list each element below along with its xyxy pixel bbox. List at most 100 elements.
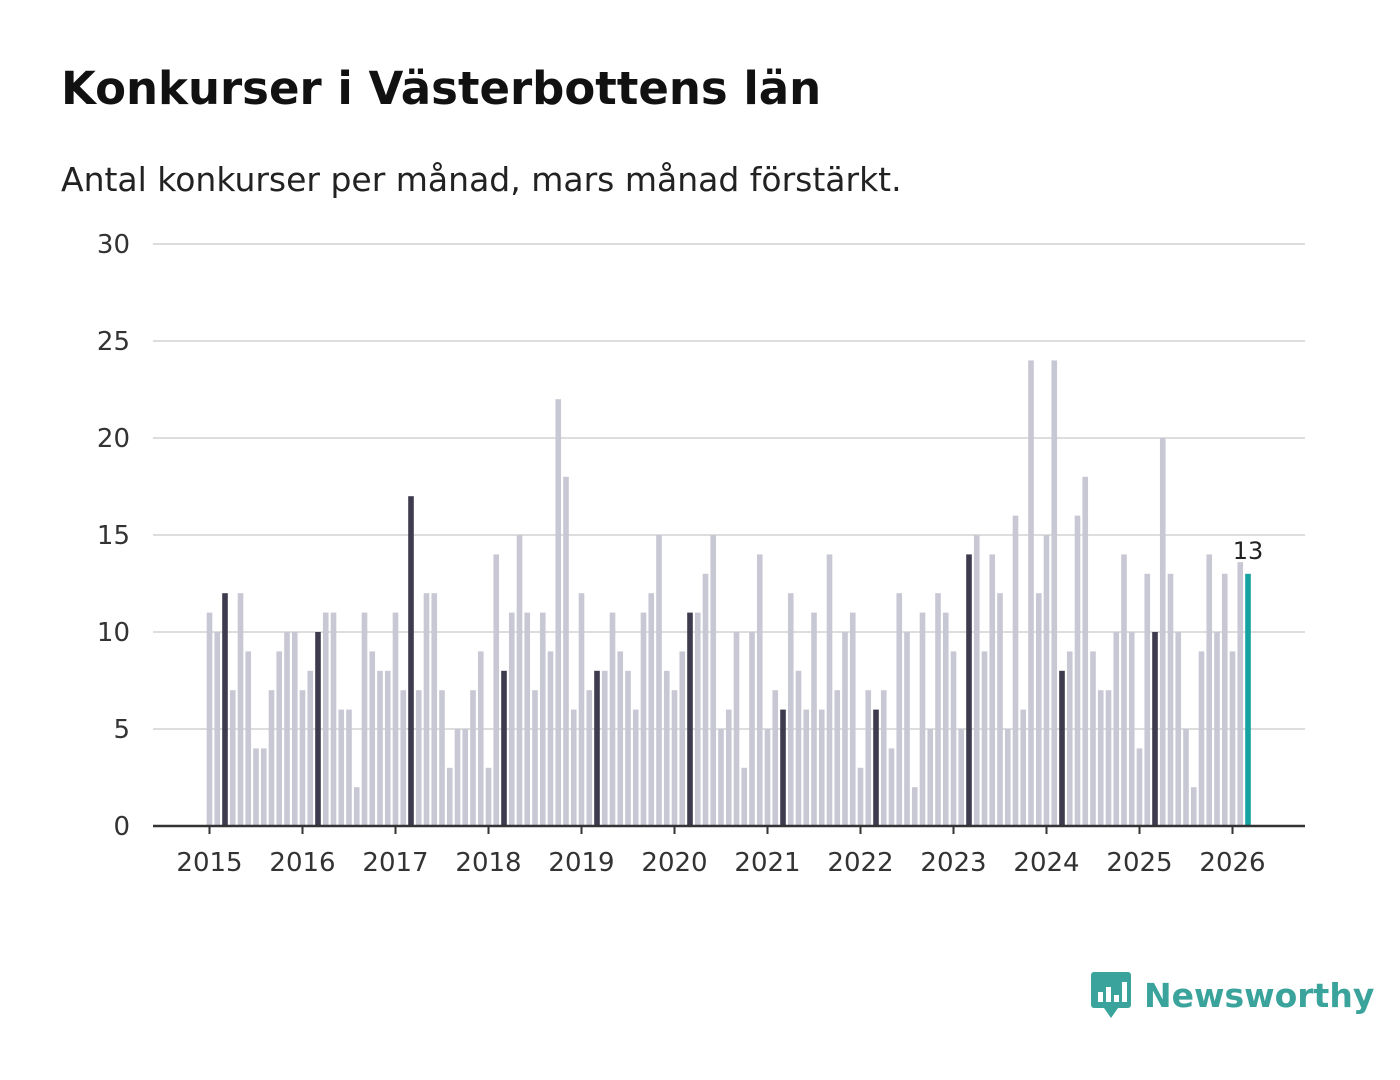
- bar[interactable]: [1121, 554, 1127, 826]
- brand-logo[interactable]: Newsworthy: [1090, 970, 1374, 1020]
- bar[interactable]: [842, 632, 848, 826]
- bar[interactable]: [601, 670, 608, 826]
- bar[interactable]: [477, 651, 484, 826]
- bar[interactable]: [524, 612, 531, 826]
- bar[interactable]: [400, 690, 407, 826]
- bar[interactable]: [284, 632, 290, 826]
- bar[interactable]: [694, 612, 701, 826]
- bar[interactable]: [1152, 632, 1158, 826]
- bar[interactable]: [493, 554, 500, 826]
- bar[interactable]: [663, 670, 670, 826]
- bar[interactable]: [725, 709, 732, 826]
- bar[interactable]: [547, 651, 554, 826]
- bar[interactable]: [795, 670, 802, 826]
- bar[interactable]: [1245, 573, 1251, 826]
- bar[interactable]: [253, 748, 259, 826]
- bar[interactable]: [702, 573, 709, 826]
- bar[interactable]: [1090, 651, 1096, 826]
- bar[interactable]: [237, 593, 244, 826]
- bar[interactable]: [710, 535, 717, 826]
- bar[interactable]: [1004, 729, 1011, 826]
- bar[interactable]: [454, 729, 461, 826]
- bar[interactable]: [834, 690, 841, 826]
- bar[interactable]: [896, 593, 903, 826]
- bar[interactable]: [1206, 554, 1213, 826]
- bar[interactable]: [563, 476, 569, 826]
- bar[interactable]: [1074, 515, 1081, 826]
- bar[interactable]: [431, 593, 438, 826]
- bar[interactable]: [1113, 632, 1120, 826]
- bar[interactable]: [315, 632, 321, 826]
- bar[interactable]: [260, 748, 267, 826]
- bar[interactable]: [446, 767, 453, 826]
- bar[interactable]: [1035, 593, 1042, 826]
- bar[interactable]: [718, 729, 724, 826]
- bar[interactable]: [950, 651, 957, 826]
- bar[interactable]: [415, 690, 422, 826]
- bar[interactable]: [880, 690, 887, 826]
- bar[interactable]: [1028, 360, 1034, 826]
- bar[interactable]: [291, 632, 298, 826]
- bar[interactable]: [1105, 690, 1112, 826]
- bar[interactable]: [1082, 476, 1089, 826]
- bar[interactable]: [1128, 632, 1135, 826]
- bar[interactable]: [865, 690, 872, 826]
- bar[interactable]: [749, 632, 755, 826]
- bar[interactable]: [594, 670, 600, 826]
- bar[interactable]: [803, 709, 810, 826]
- bar[interactable]: [888, 748, 895, 826]
- bar[interactable]: [966, 554, 972, 826]
- bar[interactable]: [353, 787, 360, 826]
- bar[interactable]: [369, 651, 376, 826]
- bar[interactable]: [764, 729, 771, 826]
- bar[interactable]: [1159, 438, 1166, 826]
- bar[interactable]: [1097, 690, 1104, 826]
- bar[interactable]: [229, 690, 236, 826]
- bar[interactable]: [687, 612, 693, 826]
- bar[interactable]: [1043, 535, 1050, 826]
- bar[interactable]: [656, 535, 662, 826]
- bar[interactable]: [206, 612, 213, 826]
- bar[interactable]: [981, 651, 988, 826]
- bar[interactable]: [578, 593, 585, 826]
- bar[interactable]: [268, 690, 275, 826]
- bar[interactable]: [1051, 360, 1058, 826]
- bar[interactable]: [1020, 709, 1027, 826]
- bar[interactable]: [811, 612, 817, 826]
- bar[interactable]: [648, 593, 655, 826]
- bar[interactable]: [532, 690, 538, 826]
- bar[interactable]: [555, 399, 562, 826]
- bar[interactable]: [470, 690, 476, 826]
- bar[interactable]: [245, 651, 252, 826]
- bar[interactable]: [377, 670, 383, 826]
- bar[interactable]: [857, 767, 864, 826]
- bar[interactable]: [222, 593, 228, 826]
- bar[interactable]: [1190, 787, 1197, 826]
- bar[interactable]: [1175, 632, 1182, 826]
- bar[interactable]: [973, 535, 980, 826]
- bar[interactable]: [384, 670, 391, 826]
- bar[interactable]: [818, 709, 825, 826]
- bar[interactable]: [826, 554, 833, 826]
- bar[interactable]: [849, 612, 856, 826]
- bar[interactable]: [873, 709, 879, 826]
- bar[interactable]: [625, 670, 631, 826]
- bar[interactable]: [462, 729, 469, 826]
- bar[interactable]: [586, 690, 593, 826]
- bar[interactable]: [423, 593, 430, 826]
- bar[interactable]: [958, 729, 965, 826]
- bar[interactable]: [1012, 515, 1019, 826]
- bar[interactable]: [330, 612, 337, 826]
- bar[interactable]: [989, 554, 996, 826]
- bar[interactable]: [617, 651, 624, 826]
- bar[interactable]: [927, 729, 934, 826]
- bar[interactable]: [787, 593, 794, 826]
- bar[interactable]: [935, 593, 941, 826]
- bar[interactable]: [780, 709, 786, 826]
- bar[interactable]: [361, 612, 368, 826]
- bar[interactable]: [439, 690, 445, 826]
- bar[interactable]: [733, 632, 740, 826]
- bar[interactable]: [408, 496, 414, 826]
- bar[interactable]: [214, 632, 221, 826]
- bar[interactable]: [640, 612, 647, 826]
